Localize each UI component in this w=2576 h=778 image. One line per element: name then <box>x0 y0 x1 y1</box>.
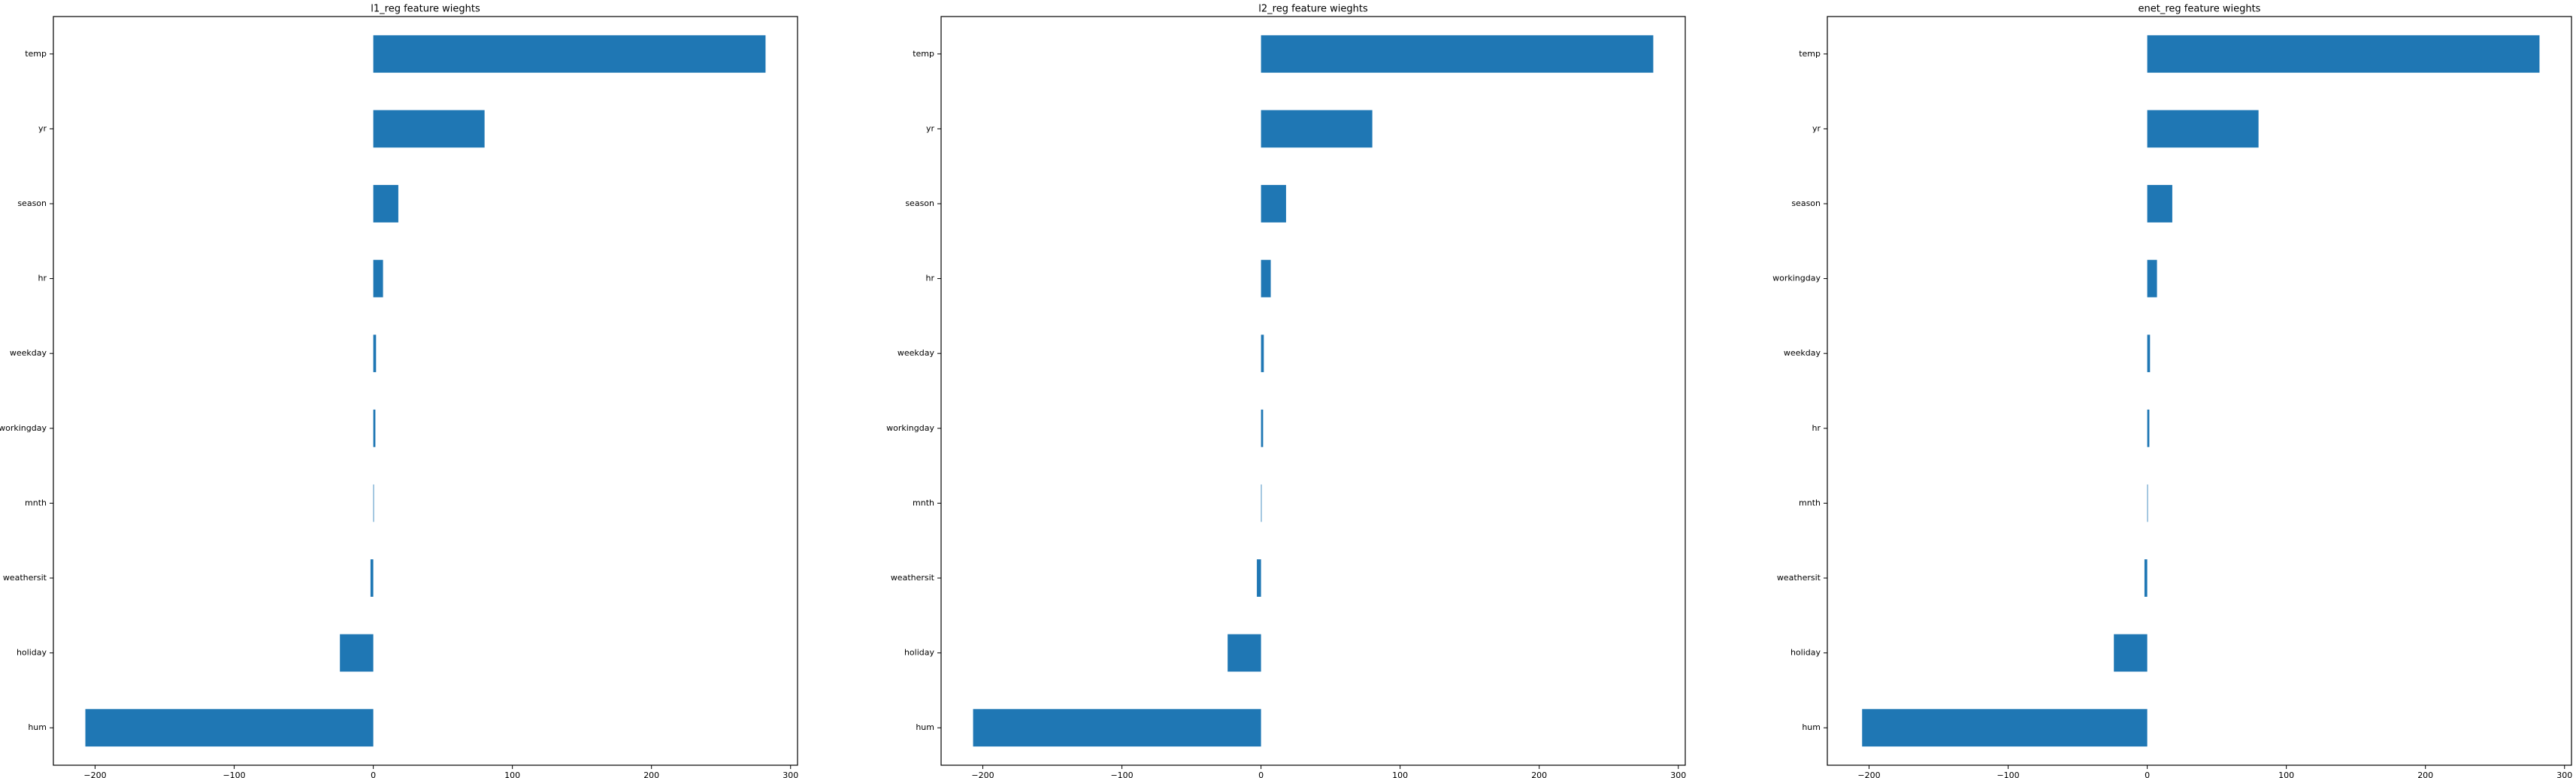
y-tick-label: temp <box>25 49 47 59</box>
bar-season <box>1261 185 1286 223</box>
bar-holiday <box>2114 634 2148 672</box>
bar-hum <box>1862 709 2148 747</box>
bar-weekday <box>1261 335 1264 373</box>
y-tick-label: holiday <box>17 648 47 658</box>
x-tick-label: −100 <box>1110 770 1133 778</box>
bar-season <box>2147 185 2172 223</box>
x-tick-label: 300 <box>1670 770 1686 778</box>
bar-mnth <box>1261 484 1262 522</box>
y-tick-label: season <box>17 198 47 208</box>
x-tick-label: 200 <box>2417 770 2433 778</box>
x-tick-label: 100 <box>1392 770 1408 778</box>
y-tick-label: hum <box>916 722 934 732</box>
y-tick-label: weekday <box>10 348 47 358</box>
bar-hr <box>2147 409 2150 447</box>
y-tick-label: season <box>1791 198 1821 208</box>
chart-title: l2_reg feature wieghts <box>1258 4 1368 15</box>
y-tick-label: mnth <box>25 498 47 507</box>
x-tick-label: 0 <box>1258 770 1264 778</box>
bar-holiday <box>1227 634 1261 672</box>
x-tick-label: −200 <box>971 770 994 778</box>
bar-temp <box>373 35 766 73</box>
y-tick-label: temp <box>1799 49 1821 59</box>
x-tick-label: −100 <box>1996 770 2019 778</box>
y-tick-label: yr <box>38 123 47 133</box>
y-tick-label: temp <box>913 49 934 59</box>
bar-hr <box>373 259 383 298</box>
bar-workingday <box>373 409 376 447</box>
y-tick-label: hr <box>1812 423 1821 433</box>
x-tick-label: −200 <box>83 770 106 778</box>
x-tick-label: 200 <box>643 770 659 778</box>
y-tick-label: weekday <box>898 348 935 358</box>
y-tick-label: hr <box>926 274 935 283</box>
y-tick-label: season <box>905 198 934 208</box>
axes-frame <box>53 16 798 766</box>
chart-panel-2: temp yr season hr weekday workingday mnth weath… <box>886 4 1686 778</box>
y-tick-label: weathersit <box>891 573 935 583</box>
y-tick-label: mnth <box>1799 498 1821 507</box>
x-tick-label: 300 <box>2556 770 2572 778</box>
x-tick-label: 300 <box>782 770 798 778</box>
chart-panel-3: temp yr season workingday weekday hr mnth weath… <box>1772 4 2572 778</box>
bar-hum <box>85 709 374 747</box>
bar-season <box>373 185 398 223</box>
bar-weathersit <box>370 559 374 597</box>
y-tick-label: hum <box>1802 722 1821 732</box>
bar-workingday <box>1261 409 1264 447</box>
bar-weekday <box>373 335 377 373</box>
bar-weathersit <box>2144 559 2148 597</box>
bar-yr <box>373 110 485 148</box>
y-tick-label: workingday <box>0 423 47 433</box>
axes-frame <box>1827 16 2572 766</box>
x-tick-label: 200 <box>1531 770 1547 778</box>
bar-yr <box>1261 110 1373 148</box>
chart-title: l1_reg feature wieghts <box>371 4 480 15</box>
axes-frame <box>940 16 1686 766</box>
y-tick-label: yr <box>1812 123 1821 133</box>
y-tick-label: hum <box>28 722 47 732</box>
bar-holiday <box>340 634 374 672</box>
x-tick-label: −200 <box>1857 770 1880 778</box>
x-tick-label: 0 <box>371 770 376 778</box>
y-tick-label: yr <box>926 123 935 133</box>
bar-hr <box>1261 259 1271 298</box>
x-tick-label: −100 <box>222 770 245 778</box>
y-tick-label: workingday <box>886 423 934 433</box>
y-tick-label: holiday <box>1790 648 1821 658</box>
bar-temp <box>2147 35 2540 73</box>
bar-hum <box>973 709 1261 747</box>
x-tick-label: 100 <box>504 770 520 778</box>
y-tick-label: hr <box>38 274 47 283</box>
chart-panel-1: temp yr season hr weekday workingday mnth weath… <box>0 4 798 778</box>
y-tick-label: weathersit <box>1777 573 1821 583</box>
y-tick-label: mnth <box>913 498 934 507</box>
x-tick-label: 100 <box>2278 770 2294 778</box>
y-tick-label: holiday <box>904 648 935 658</box>
y-tick-label: weathersit <box>3 573 47 583</box>
bar-weekday <box>2147 335 2151 373</box>
bar-workingday <box>2147 259 2157 298</box>
bar-weathersit <box>1257 559 1261 597</box>
y-tick-label: weekday <box>1784 348 1821 358</box>
y-tick-label: workingday <box>1772 274 1821 283</box>
bar-temp <box>1261 35 1654 73</box>
bar-yr <box>2147 110 2259 148</box>
x-tick-label: 0 <box>2145 770 2150 778</box>
chart-title: enet_reg feature wieghts <box>2139 4 2261 15</box>
